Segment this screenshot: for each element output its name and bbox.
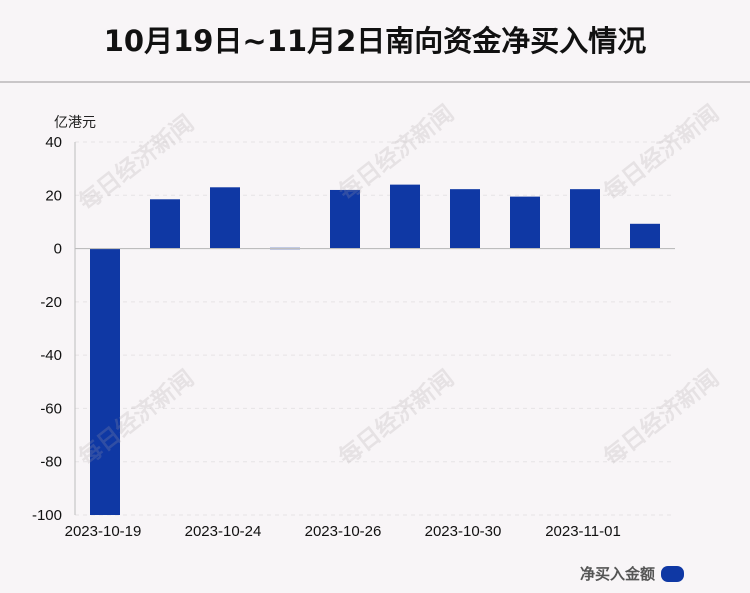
- y-tick-labels: 40 20 0 -20 -40 -60 -80 -100: [32, 134, 62, 524]
- chart-title: 10月19日~11月2日南向资金净买入情况: [103, 24, 647, 58]
- legend-swatch: [661, 565, 684, 582]
- legend: 净买入金额: [580, 563, 684, 584]
- grid-lines: [75, 141, 675, 516]
- y-tick-label: -80: [40, 454, 62, 471]
- bar: [630, 223, 660, 249]
- y-tick-label: 20: [45, 187, 62, 204]
- title-divider: [0, 81, 750, 83]
- bar: [150, 199, 180, 249]
- bar: [510, 196, 540, 249]
- bar: [210, 187, 240, 249]
- bar: [330, 189, 360, 249]
- y-tick-label: -20: [40, 294, 62, 311]
- x-tick-label: 2023-10-26: [305, 523, 382, 540]
- y-tick-label: -100: [32, 507, 62, 524]
- x-tick-label: 2023-11-01: [545, 523, 621, 540]
- legend-label: 净买入金额: [579, 565, 655, 583]
- axes: [74, 142, 675, 515]
- x-tick-labels: 2023-10-19 2023-10-24 2023-10-26 2023-10-30…: [65, 523, 621, 540]
- x-tick-label: 2023-10-30: [425, 523, 502, 540]
- x-tick-label: 2023-10-19: [65, 523, 142, 540]
- bar: [390, 184, 420, 249]
- y-tick-label: 40: [45, 134, 62, 151]
- bars: [90, 184, 660, 516]
- y-tick-label: 0: [54, 241, 62, 258]
- x-tick-label: 2023-10-24: [185, 523, 262, 540]
- y-tick-label: -40: [40, 347, 62, 364]
- y-tick-label: -60: [40, 400, 62, 417]
- y-axis-unit-label: 亿港元: [54, 115, 96, 131]
- bar: [90, 248, 120, 516]
- bar: [450, 189, 480, 249]
- bar: [570, 189, 600, 249]
